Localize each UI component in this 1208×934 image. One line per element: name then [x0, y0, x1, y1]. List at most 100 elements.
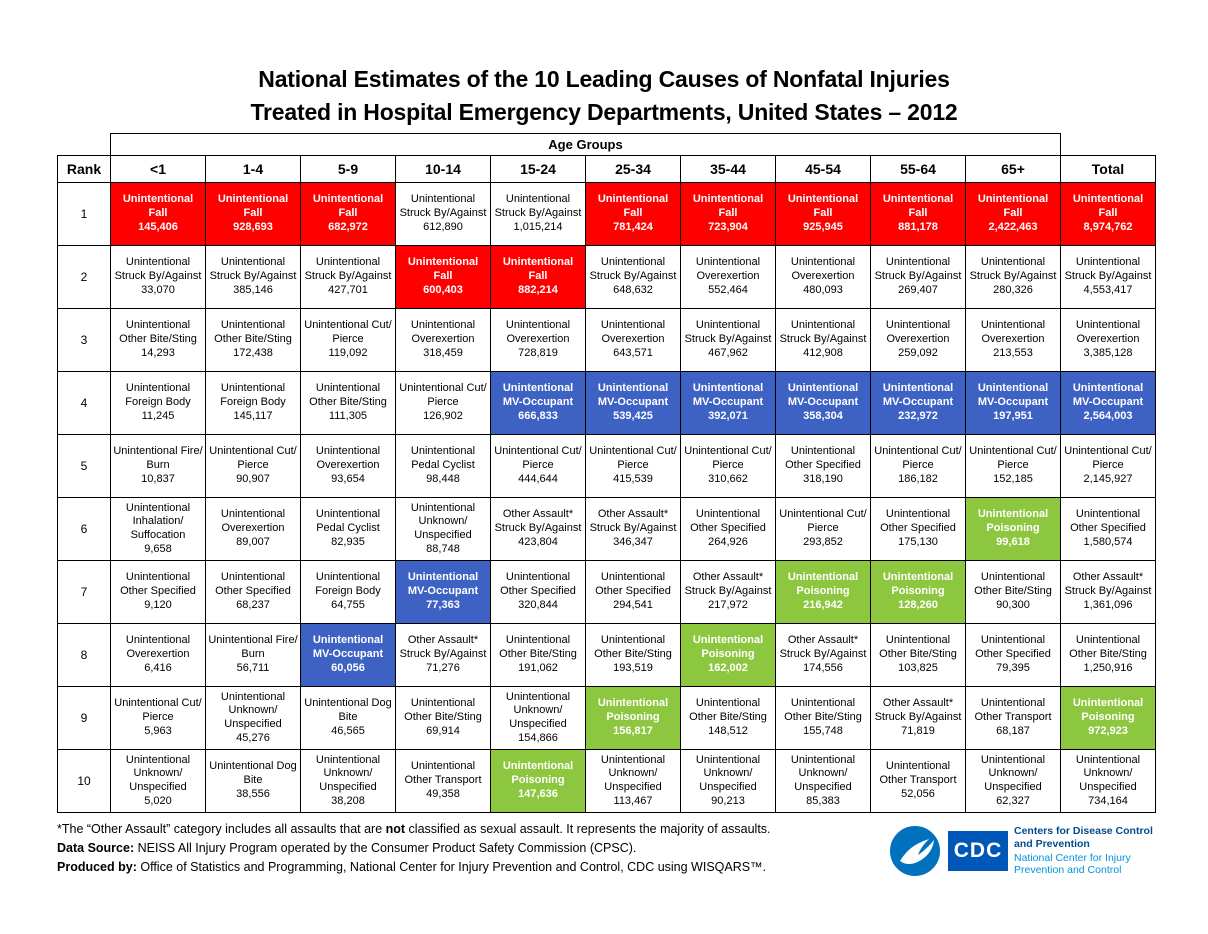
- cause-value: 310,662: [708, 473, 748, 486]
- cause-label: Unintentional Fall: [407, 256, 479, 282]
- cause-label: Unintentional Cut/​Pierce: [304, 319, 392, 345]
- cause-label: Unintentional Pedal Cyclist: [315, 508, 381, 534]
- cause-label: Unintentional Cut/​Pierce: [684, 445, 772, 471]
- cause-cell: Unintentional Struck By/​Against 1,015,21…: [490, 182, 586, 246]
- cause-value: 162,002: [708, 662, 748, 675]
- cause-value: 147,636: [518, 788, 558, 801]
- cause-label: Unintentional Fire/​Burn: [113, 445, 203, 471]
- cause-value: 600,403: [423, 284, 463, 297]
- footnote-produced-by-text: Office of Statistics and Programming, Na…: [136, 860, 767, 874]
- cause-cell: Unintentional Other Specified 9,120: [110, 560, 206, 624]
- cause-value: 444,644: [518, 473, 558, 486]
- cause-label: Other Assault* Struck By/​Against: [399, 634, 487, 660]
- title-line-2: Treated in Hospital Emergency Department…: [250, 98, 958, 125]
- rank-cell: 4: [57, 371, 111, 435]
- cause-value: 415,539: [613, 473, 653, 486]
- column-header: 55-64: [870, 155, 966, 183]
- cause-value: 193,519: [613, 662, 653, 675]
- cause-label: Unintentional Cut/​Pierce: [399, 382, 487, 408]
- column-header-row: Rank <1 1-4 5-9 10-14 15-24 25-34 35-44 45-54 55-…: [57, 155, 1156, 183]
- cause-value: 723,904: [708, 221, 748, 234]
- cause-label: Unintentional Poisoning: [977, 508, 1049, 534]
- cause-cell: Unintentional Other Specified 79,395: [965, 623, 1061, 687]
- cause-cell: Unintentional Struck By/​Against 412,908: [775, 308, 871, 372]
- cause-cell: Unintentional Poisoning 156,817: [585, 686, 681, 750]
- cause-value: 148,512: [708, 725, 748, 738]
- page-title: National Estimates of the 10 Leading Cau…: [0, 63, 1208, 128]
- cause-label: Unintentional Unknown/​Unspecified: [695, 753, 761, 793]
- table-row: 6 Unintentional Inhalation/​Suffocation 9,…: [57, 497, 1156, 561]
- cause-cell: Unintentional MV-Occupant 392,071: [680, 371, 776, 435]
- cause-value: 1,015,214: [513, 221, 563, 234]
- cause-value: 318,190: [803, 473, 843, 486]
- cause-value: 68,237: [236, 599, 270, 612]
- cause-value: 318,459: [423, 347, 463, 360]
- corner-cell-right: [1060, 133, 1156, 156]
- cause-cell: Unintentional Poisoning 216,942: [775, 560, 871, 624]
- cause-cell: Unintentional Overexertion 643,571: [585, 308, 681, 372]
- cause-value: 145,406: [138, 221, 178, 234]
- cause-value: 38,208: [331, 794, 365, 807]
- cause-label: Unintentional Other Transport: [879, 760, 957, 786]
- cause-value: 294,541: [613, 599, 653, 612]
- cause-cell: Unintentional Cut/​Pierce 444,644: [490, 434, 586, 498]
- cause-cell: Unintentional Cut/​Pierce 119,092: [300, 308, 396, 372]
- cause-cell: Unintentional Cut/​Pierce 152,185: [965, 434, 1061, 498]
- rank-cell: 6: [57, 497, 111, 561]
- cause-value: 781,424: [613, 221, 653, 234]
- cause-cell: Unintentional Cut/​Pierce 90,907: [205, 434, 301, 498]
- cause-label: Unintentional Foreign Body: [125, 382, 191, 408]
- cause-label: Other Assault* Struck By/​Against: [1064, 571, 1152, 597]
- cause-cell: Unintentional MV-Occupant 60,056: [300, 623, 396, 687]
- cause-label: Unintentional MV-Occupant: [787, 382, 859, 408]
- cause-cell: Unintentional Other Bite/​Sting 193,519: [585, 623, 681, 687]
- cause-label: Unintentional Cut/​Pierce: [589, 445, 677, 471]
- cause-value: 216,942: [803, 599, 843, 612]
- cause-value: 145,117: [233, 410, 273, 423]
- cause-cell: Unintentional Struck By/​Against 612,890: [395, 182, 491, 246]
- cause-label: Unintentional Unknown/​Unspecified: [1075, 753, 1141, 793]
- cause-value: 119,092: [328, 347, 368, 360]
- cause-label: Unintentional Other Specified: [1070, 508, 1146, 534]
- cause-cell: Unintentional MV-Occupant 539,425: [585, 371, 681, 435]
- cause-label: Unintentional Unknown/​Unspecified: [125, 753, 191, 793]
- table-row: 9 Unintentional Cut/​Pierce 5,963 Unintenti…: [57, 686, 1156, 750]
- cause-value: 8,974,762: [1083, 221, 1133, 234]
- cause-cell: Unintentional Overexertion 89,007: [205, 497, 301, 561]
- cause-label: Unintentional Unknown/​Unspecified: [410, 501, 476, 541]
- cause-label: Unintentional Poisoning: [502, 760, 574, 786]
- cause-value: 77,363: [426, 599, 460, 612]
- cause-value: 232,972: [898, 410, 938, 423]
- column-header: 25-34: [585, 155, 681, 183]
- cause-cell: Unintentional MV-Occupant 358,304: [775, 371, 871, 435]
- cause-label: Unintentional Unknown/​Unspecified: [790, 753, 856, 793]
- cause-value: 648,632: [613, 284, 653, 297]
- cause-cell: Other Assault* Struck By/​Against 71,276: [395, 623, 491, 687]
- cause-label: Other Assault* Struck By/​Against: [589, 508, 677, 534]
- cause-label: Unintentional Overexertion: [885, 319, 951, 345]
- cause-value: 612,890: [423, 221, 463, 234]
- footnote-assault-post: classified as sexual assault. It represe…: [405, 822, 771, 836]
- column-header: 5-9: [300, 155, 396, 183]
- table-row: 10 Unintentional Unknown/​Unspecified 5,02…: [57, 749, 1156, 813]
- cause-value: 90,907: [236, 473, 270, 486]
- cause-cell: Unintentional Other Transport 49,358: [395, 749, 491, 813]
- cause-cell: Unintentional Other Specified 68,237: [205, 560, 301, 624]
- cause-value: 49,358: [426, 788, 460, 801]
- rank-cell: 1: [57, 182, 111, 246]
- cause-label: Unintentional Other Transport: [404, 760, 482, 786]
- cause-value: 552,464: [708, 284, 748, 297]
- cause-label: Unintentional Other Specified: [975, 634, 1051, 660]
- cause-value: 113,467: [613, 794, 653, 807]
- footnote-assault-bold: not: [385, 822, 406, 836]
- cause-value: 9,658: [144, 542, 172, 555]
- cause-label: Unintentional Fall: [882, 193, 954, 219]
- cause-label: Unintentional Fall: [977, 193, 1049, 219]
- cause-cell: Unintentional Other Transport 52,056: [870, 749, 966, 813]
- footnote-data-source-text: NEISS All Injury Program operated by the…: [134, 841, 637, 855]
- cause-label: Unintentional Overexertion: [315, 445, 381, 471]
- cause-value: 191,062: [518, 662, 558, 675]
- cause-value: 385,146: [233, 284, 273, 297]
- cause-value: 734,164: [1088, 794, 1128, 807]
- cause-cell: Unintentional Struck By/​Against 385,146: [205, 245, 301, 309]
